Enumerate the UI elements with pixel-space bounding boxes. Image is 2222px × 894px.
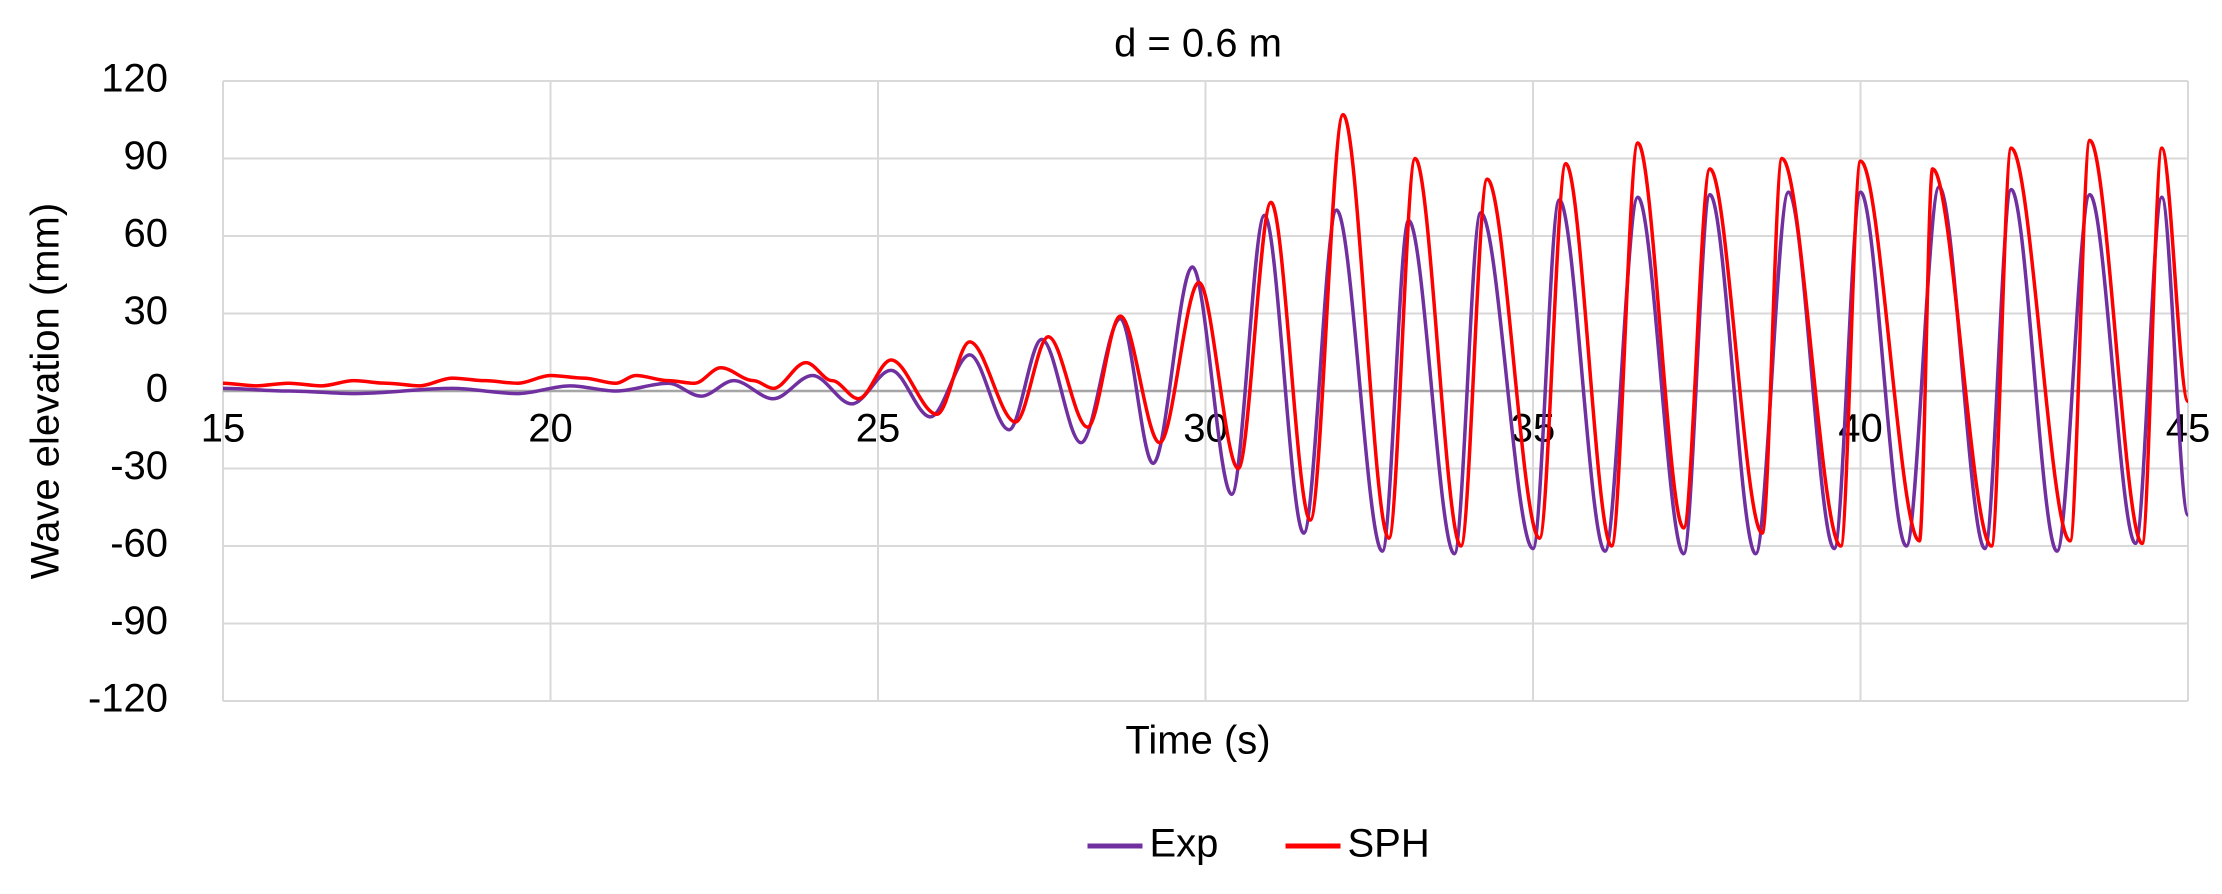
x-tick-label: 25	[856, 407, 901, 451]
y-tick-label: 30	[124, 289, 169, 333]
legend-label: Exp	[1150, 822, 1219, 866]
series-line	[222, 185, 2190, 556]
y-tick-label: -30	[110, 444, 168, 488]
y-tick-label: -60	[110, 522, 168, 566]
series-line	[222, 112, 2190, 548]
y-tick-label: 0	[146, 367, 168, 411]
x-tick-label: 15	[201, 407, 246, 451]
y-tick-label: -120	[88, 677, 168, 721]
legend-label: SPH	[1348, 822, 1430, 866]
y-tick-label: 120	[101, 57, 168, 101]
y-tick-label: -90	[110, 599, 168, 643]
y-axis-label: Wave elevation (mm)	[24, 203, 68, 579]
chart-title: d = 0.6 m	[1114, 22, 1282, 66]
y-tick-label: 60	[124, 212, 169, 256]
x-tick-label: 45	[2166, 407, 2211, 451]
x-tick-label: 20	[528, 407, 573, 451]
y-tick-label: 90	[124, 134, 169, 178]
x-axis-label: Time (s)	[1125, 719, 1270, 763]
